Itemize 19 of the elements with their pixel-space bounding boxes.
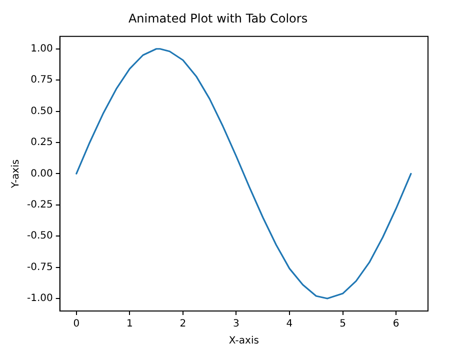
y-tick-label: -1.00 — [27, 293, 53, 304]
y-tick-label: 1.00 — [30, 43, 53, 54]
chart-title: Animated Plot with Tab Colors — [128, 11, 308, 26]
x-tick-label: 4 — [286, 318, 293, 330]
y-tick-label: -0.50 — [27, 230, 53, 242]
y-tick-label: -0.25 — [27, 200, 53, 210]
x-tick-label: 1 — [126, 318, 133, 330]
y-tick-label: -0.75 — [27, 262, 53, 273]
x-axis-title: X-axis — [228, 336, 259, 347]
x-tick-label: 3 — [233, 318, 240, 330]
x-tick-label: 6 — [392, 318, 400, 330]
x-tick-label: 2 — [180, 318, 186, 330]
y-tick-label: 0.00 — [30, 168, 53, 180]
y-tick-label: 0.25 — [30, 137, 53, 148]
y-axis-title: Y-axis — [10, 159, 22, 189]
x-tick-label: 0 — [73, 318, 80, 330]
y-tick-label: 0.50 — [30, 106, 53, 117]
y-tick-label: 0.75 — [30, 74, 53, 86]
x-tick-label: 5 — [340, 318, 346, 330]
